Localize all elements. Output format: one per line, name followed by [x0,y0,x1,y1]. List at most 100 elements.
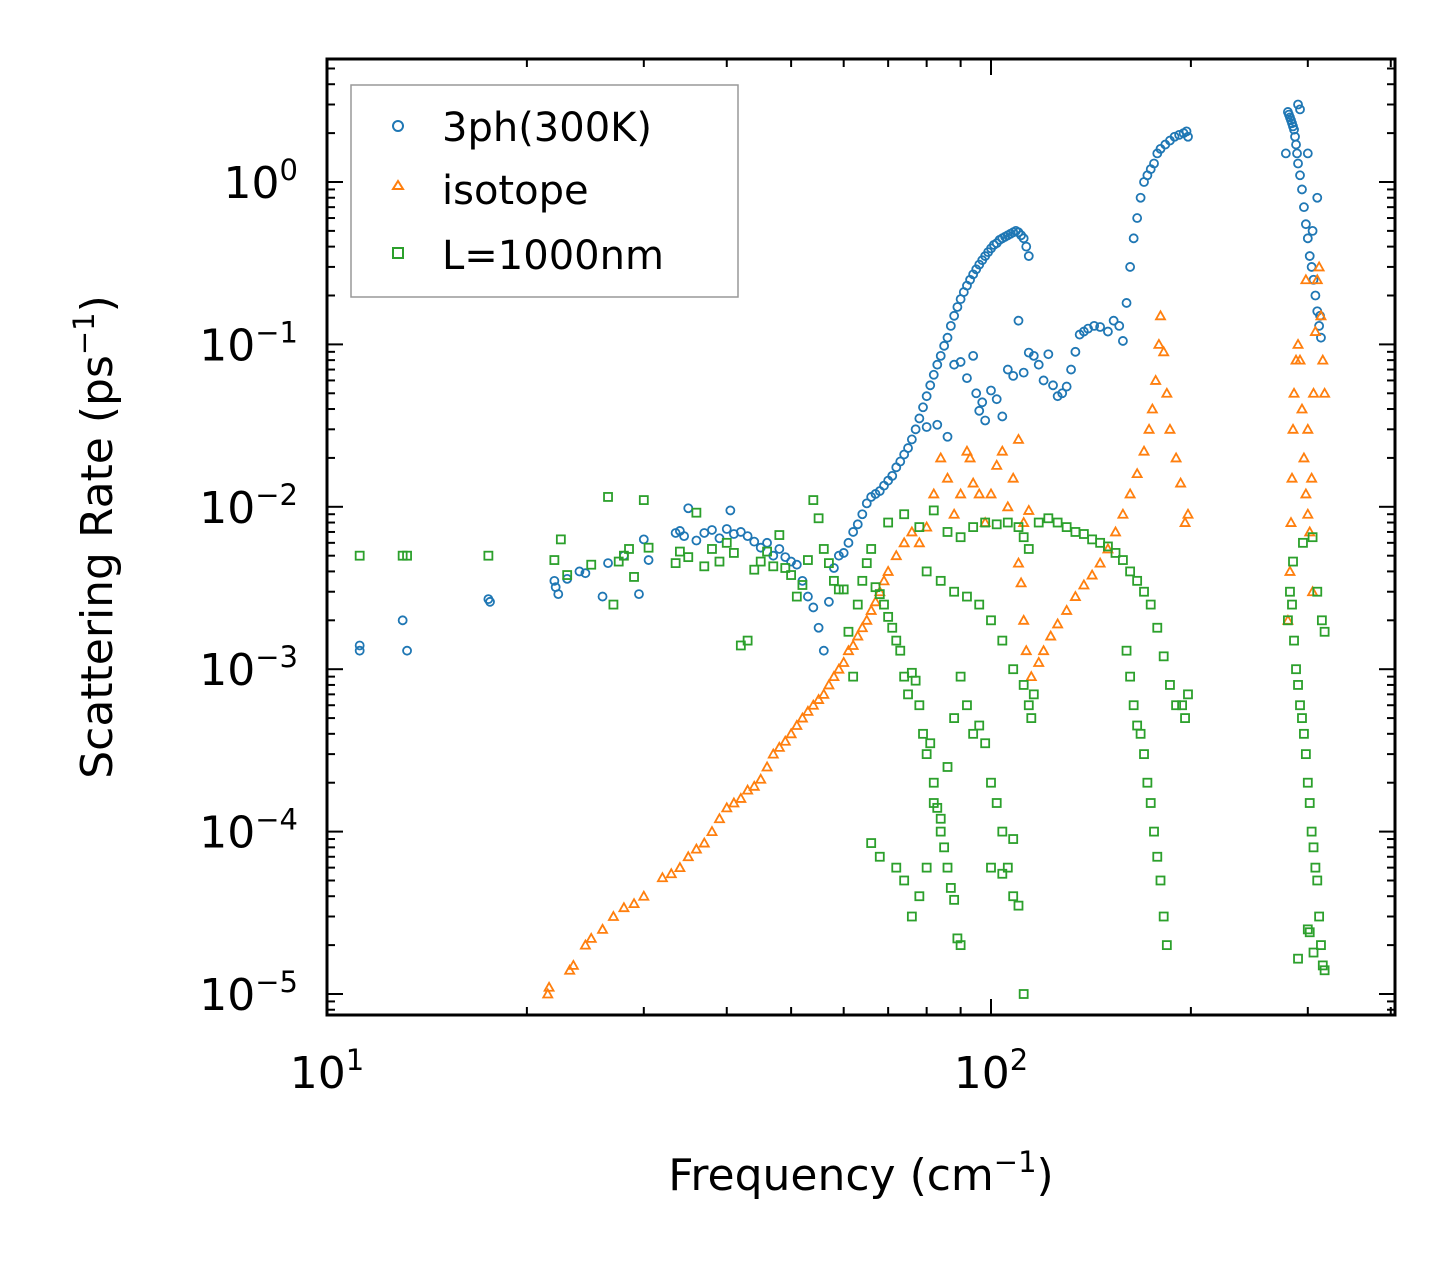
data-point [1061,522,1072,532]
data-point [1316,332,1326,343]
data-point [1001,500,1014,512]
data-point [997,826,1008,837]
data-point [1018,367,1029,378]
data-point [952,302,963,312]
data-point [1287,386,1301,398]
data-point [914,891,925,902]
data-point [997,635,1008,646]
data-point [980,415,991,426]
data-point [1307,225,1318,236]
data-point [1135,192,1146,203]
data-point [1109,525,1122,537]
data-point [1295,402,1309,414]
series-2-points [354,492,1330,999]
data-point [1305,471,1318,483]
data-point [851,629,864,641]
data-point [1094,556,1107,568]
data-point [1157,345,1170,357]
data-point [1051,617,1064,629]
data-point [1018,989,1029,999]
data-point [580,568,591,579]
data-point [1114,320,1125,331]
data-point [856,621,869,633]
legend-box [350,84,739,298]
data-point [1174,476,1187,488]
data-point [877,574,891,586]
data-point [1312,586,1323,597]
data-point [808,602,819,613]
data-point [813,622,824,633]
data-point [942,332,953,343]
data-point [683,552,694,563]
data-point [690,842,703,854]
data-point [960,444,973,456]
data-point [1103,326,1113,337]
data-point [914,522,925,532]
data-point [1307,532,1318,543]
data-point [812,693,825,704]
data-point [925,738,936,749]
data-point [734,792,747,803]
data-point [967,476,980,488]
data-point [1057,388,1068,399]
data-point [1143,422,1156,434]
data-point [555,534,566,545]
data-point [742,531,753,542]
data-point [1308,842,1319,853]
data-point [980,517,991,528]
data-point [1032,656,1045,667]
data-point [1299,273,1312,285]
data-point [899,875,910,886]
data-point [980,738,991,749]
data-point [1183,131,1193,142]
data-point [791,591,802,602]
data-point [673,861,686,873]
data-point [921,862,932,873]
data-point [1139,749,1149,760]
data-point [813,513,824,524]
data-point [1293,953,1303,964]
data-point [1292,148,1302,159]
data-point [1288,556,1298,567]
legend-marker-l1000 [392,247,404,259]
data-point [1308,947,1319,958]
data-point [1013,900,1024,911]
data-point [1008,834,1019,844]
data-point [1018,680,1029,690]
data-point [354,645,365,656]
data-point [1293,353,1307,365]
data-point [1149,374,1162,385]
data-point [942,431,953,442]
data-point [1285,471,1299,483]
data-point [1002,517,1013,528]
data-point [637,889,650,901]
data-point [865,604,878,615]
data-point [1161,940,1172,951]
data-point [906,911,917,922]
data-point [1304,251,1315,261]
data-point [1128,700,1139,711]
data-point [1299,202,1309,213]
data-point [1304,927,1315,938]
data-point [1155,875,1166,886]
data-point [675,546,685,557]
data-point [1089,320,1100,331]
data-point [1070,346,1081,357]
data-point [1021,241,1032,252]
data-point [1316,353,1329,365]
data-point [1318,386,1331,398]
data-point [762,537,772,548]
data-point [1165,680,1175,690]
data-point [955,940,966,951]
data-point [928,505,939,516]
data-point [698,836,711,848]
data-point [932,419,943,430]
data-point [910,675,921,686]
data-point [1121,645,1132,656]
plot-frame [325,57,1397,1017]
data-point [691,507,702,518]
data-point [1118,555,1128,565]
data-point [402,645,412,656]
data-point [707,525,717,535]
data-point [735,527,746,537]
